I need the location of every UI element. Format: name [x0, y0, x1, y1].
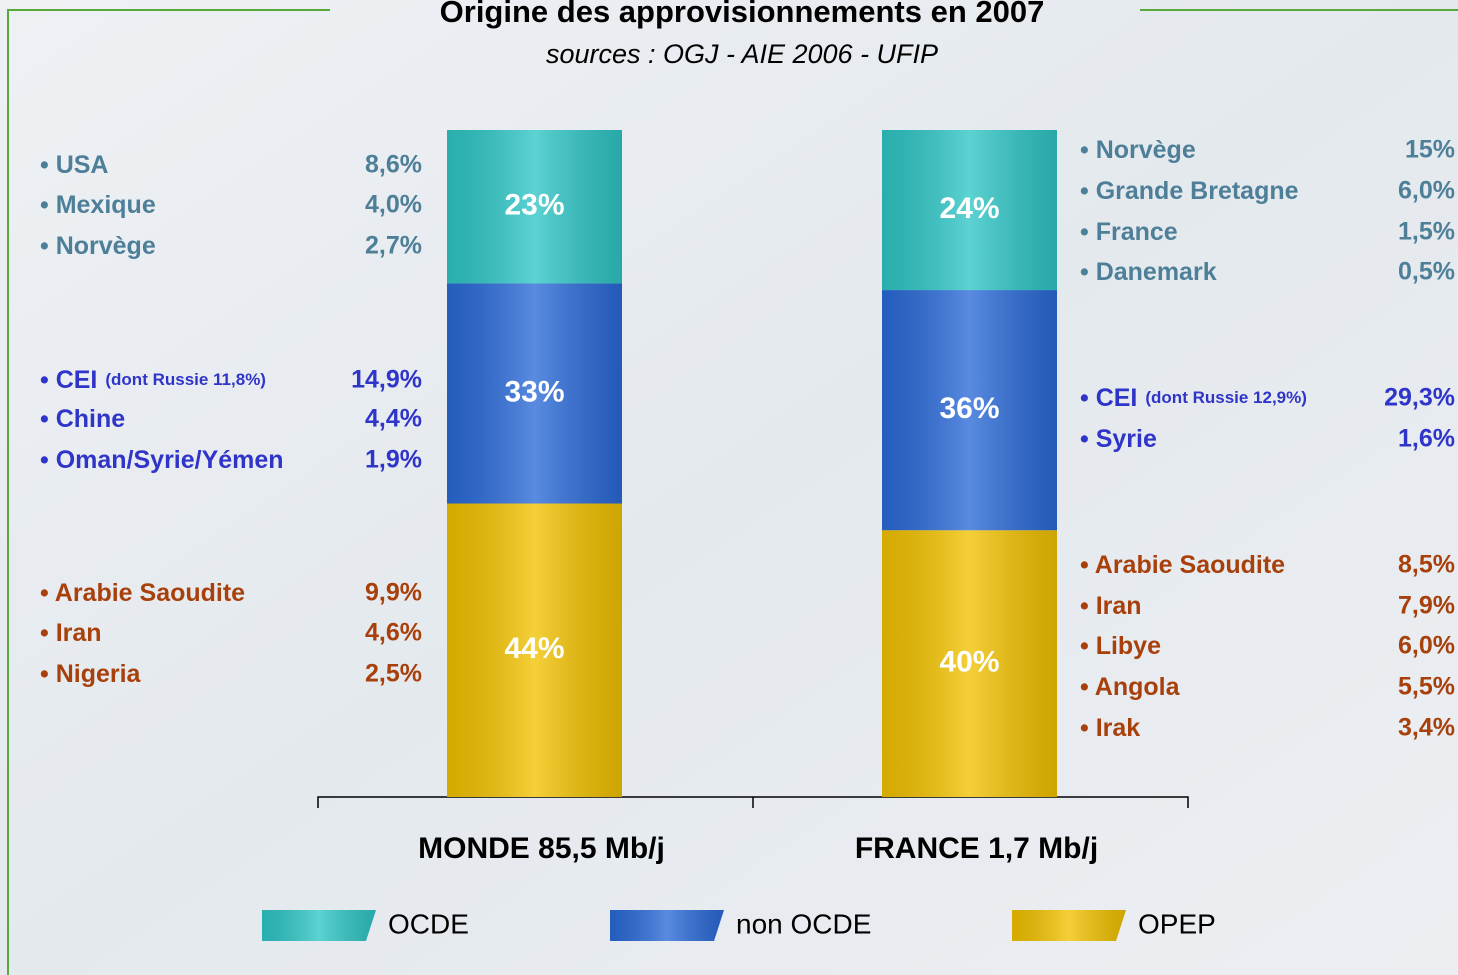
annotation-value: 6,0%	[1398, 632, 1455, 660]
annotation-name: • Mexique	[40, 191, 156, 219]
legend-label: non OCDE	[736, 908, 871, 939]
annotation-name: • Arabie Saoudite	[40, 579, 245, 607]
bar-shine	[882, 530, 1057, 797]
annotation-name: • Grande Bretagne	[1080, 177, 1299, 205]
chart-title: Origine des approvisionnements en 2007	[440, 0, 1045, 29]
annotation-value: 8,5%	[1398, 551, 1455, 579]
annotation-value: 1,5%	[1398, 218, 1455, 246]
annotation-value: 4,4%	[365, 405, 422, 433]
annotation-name: • Syrie	[1080, 425, 1157, 453]
annotation-name-text: • Norvège	[40, 232, 156, 260]
annotation-name: • Norvège	[40, 232, 156, 260]
legend-shine	[610, 910, 724, 941]
annotation-name-text: • Iran	[1080, 592, 1142, 620]
annotation-name: • Libye	[1080, 632, 1161, 660]
bar-shine	[447, 283, 622, 504]
annotation-value: 14,9%	[351, 366, 422, 394]
annotation-name-text: • CEI	[40, 366, 97, 394]
annotation-value: 4,0%	[365, 191, 422, 219]
annotation-name-text: • Iran	[40, 619, 102, 647]
annotation-name-text: • USA	[40, 151, 108, 179]
annotation-name-text: • Nigeria	[40, 660, 142, 688]
annotation-value: 7,9%	[1398, 592, 1455, 620]
annotation-name: • Irak	[1080, 714, 1140, 742]
value-label: 44%	[504, 632, 564, 665]
annotation-value: 1,6%	[1398, 425, 1455, 453]
bar-shine	[882, 130, 1057, 291]
annotation-name: • Danemark	[1080, 258, 1217, 286]
annotation-name: • CEI (dont Russie 12,9%)	[1080, 384, 1307, 412]
annotation-note: (dont Russie 12,9%)	[1145, 388, 1307, 407]
annotation-name: • USA	[40, 151, 108, 179]
bar-shine	[882, 290, 1057, 531]
annotation-name-text: • Arabie Saoudite	[1080, 551, 1285, 579]
annotation-name: • CEI (dont Russie 11,8%)	[40, 366, 266, 394]
annotation-name-text: • Irak	[1080, 714, 1140, 742]
annotation-value: 4,6%	[365, 619, 422, 647]
value-label: 33%	[504, 375, 564, 408]
value-label: 36%	[939, 392, 999, 425]
legend-shine	[1012, 910, 1126, 941]
annotation-name-text: • CEI	[1080, 384, 1137, 412]
value-label: 24%	[939, 192, 999, 225]
annotation-name: • Iran	[1080, 592, 1142, 620]
annotation-name-text: • Oman/Syrie/Yémen	[40, 446, 284, 474]
x-tick-label: MONDE 85,5 Mb/j	[418, 832, 665, 865]
legend-label: OCDE	[388, 908, 469, 939]
frame	[7, 9, 1458, 975]
annotation-name: • Arabie Saoudite	[1080, 551, 1285, 579]
annotation-value: 15%	[1405, 136, 1455, 164]
annotation-name: • Nigeria	[40, 660, 142, 688]
annotation-name: • Chine	[40, 405, 125, 433]
annotation-note: (dont Russie 11,8%)	[105, 370, 266, 389]
annotation-name: • France	[1080, 218, 1178, 246]
annotation-name: • Norvège	[1080, 136, 1196, 164]
legend-label: OPEP	[1138, 908, 1216, 939]
annotation-name-text: • Libye	[1080, 632, 1161, 660]
value-label: 23%	[504, 189, 564, 222]
annotation-name-text: • Grande Bretagne	[1080, 177, 1299, 205]
bar-shine	[447, 130, 622, 284]
chart-subtitle: sources : OGJ - AIE 2006 - UFIP	[546, 39, 938, 69]
annotation-value: 3,4%	[1398, 714, 1455, 742]
annotation-value: 29,3%	[1384, 384, 1455, 412]
annotation-name: • Iran	[40, 619, 102, 647]
annotation-value: 8,6%	[365, 151, 422, 179]
annotation-name-text: • Chine	[40, 405, 125, 433]
annotation-name: • Angola	[1080, 673, 1181, 701]
annotation-name-text: • Danemark	[1080, 258, 1217, 286]
annotation-value: 5,5%	[1398, 673, 1455, 701]
annotation-name-text: • Syrie	[1080, 425, 1157, 453]
x-tick-label: FRANCE 1,7 Mb/j	[855, 832, 1098, 865]
annotation-name-text: • France	[1080, 218, 1178, 246]
annotation-value: 0,5%	[1398, 258, 1455, 286]
category-axis	[317, 796, 1189, 808]
annotation-name: • Oman/Syrie/Yémen	[40, 446, 284, 474]
value-label: 40%	[939, 646, 999, 679]
annotation-name-text: • Arabie Saoudite	[40, 579, 245, 607]
annotation-value: 2,7%	[365, 232, 422, 260]
legend-shine	[262, 910, 376, 941]
annotation-value: 2,5%	[365, 660, 422, 688]
annotation-name-text: • Norvège	[1080, 136, 1196, 164]
annotation-value: 1,9%	[365, 446, 422, 474]
annotation-name-text: • Angola	[1080, 673, 1181, 701]
annotation-value: 9,9%	[365, 579, 422, 607]
bar-shine	[447, 503, 622, 797]
annotation-value: 6,0%	[1398, 177, 1455, 205]
annotation-name-text: • Mexique	[40, 191, 156, 219]
